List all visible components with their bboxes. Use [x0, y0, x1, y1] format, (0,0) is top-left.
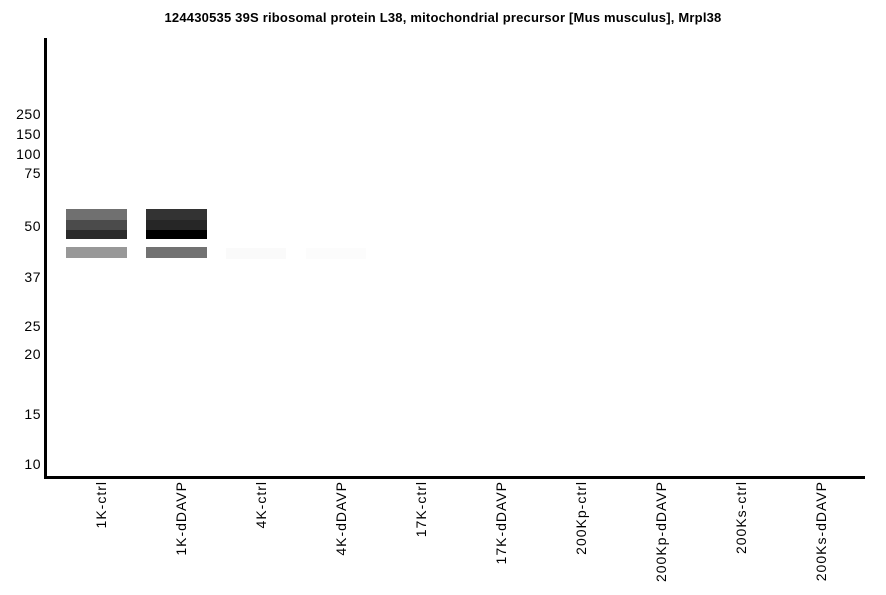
blot-band-stripe: [146, 220, 207, 230]
y-axis-line: [44, 38, 47, 479]
blot-band-stripe: [146, 230, 207, 239]
blot-band-stripe: [226, 248, 286, 259]
y-tick-label: 15: [24, 406, 41, 422]
lane-label: 1K-dDAVP: [173, 481, 189, 556]
blot-band: [66, 209, 127, 239]
lane-label: 17K-ctrl: [413, 481, 429, 538]
lane-label: 1K-ctrl: [93, 481, 109, 529]
lane-label: 200Kp-dDAVP: [653, 481, 669, 583]
y-tick-label: 20: [24, 346, 41, 362]
blot-band: [146, 209, 207, 239]
blot-band-stripe: [66, 209, 127, 220]
lane-label: 4K-dDAVP: [333, 481, 349, 556]
y-tick-label: 150: [16, 126, 41, 142]
blot-band-stripe: [66, 247, 127, 258]
blot-band-stripe: [146, 247, 207, 258]
y-tick-label: 10: [24, 456, 41, 472]
x-axis-line: [44, 476, 865, 479]
y-tick-label: 250: [16, 106, 41, 122]
y-tick-label: 50: [24, 218, 41, 234]
blot-band-stripe: [66, 230, 127, 239]
y-tick-label: 100: [16, 146, 41, 162]
blot-band: [146, 247, 207, 258]
y-tick-label: 25: [24, 318, 41, 334]
blot-band: [226, 248, 286, 259]
lane-label: 200Ks-dDAVP: [813, 481, 829, 582]
blot-band-stripe: [146, 209, 207, 220]
lane-label: 200Kp-ctrl: [573, 481, 589, 555]
lane-label: 200Ks-ctrl: [733, 481, 749, 555]
y-tick-label: 37: [24, 269, 41, 285]
blot-band: [306, 248, 366, 259]
blot-band-stripe: [66, 220, 127, 230]
blot-band-stripe: [306, 248, 366, 259]
lane-label: 4K-ctrl: [253, 481, 269, 529]
chart-title: 124430535 39S ribosomal protein L38, mit…: [164, 10, 722, 25]
blot-band: [66, 247, 127, 258]
lane-label: 17K-dDAVP: [493, 481, 509, 565]
y-tick-label: 75: [24, 165, 41, 181]
